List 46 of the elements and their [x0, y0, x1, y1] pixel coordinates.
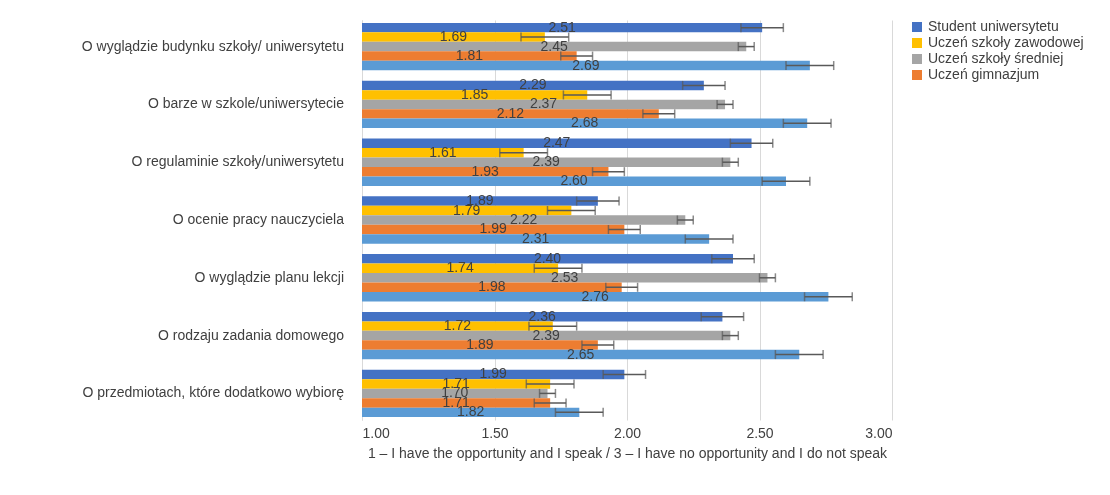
legend-label: Uczeń gimnazjum: [928, 66, 1040, 82]
x-tick-label: 3.00: [865, 424, 893, 441]
legend-label: Uczeń szkoły zawodowej: [928, 34, 1084, 50]
data-label: 2.69: [572, 56, 600, 73]
data-label: 1.61: [429, 143, 457, 160]
data-label: 1.89: [466, 336, 494, 353]
x-axis-title: 1 – I have the opportunity and I speak / 3 – I have no opportunity and I do not speak: [367, 444, 889, 461]
data-label: 2.76: [581, 287, 610, 304]
x-tick-label: 1.00: [362, 424, 390, 441]
y-tick-label: O regulaminie szkoły/uniwersytetu: [131, 153, 344, 170]
data-label: 1.93: [471, 162, 500, 179]
y-tick-label: O rodzaju zadania domowego: [157, 326, 345, 343]
data-label: 2.53: [551, 268, 579, 285]
data-label: 1.81: [455, 47, 484, 64]
data-label: 2.40: [533, 249, 562, 266]
data-label: 1.69: [439, 28, 468, 45]
y-tick-label: O przedmiotach, które dodatkowo wybiorę: [82, 384, 345, 401]
data-label: 1.98: [478, 278, 506, 295]
data-label: 1.99: [479, 365, 508, 382]
x-tick-label: 1.50: [481, 424, 509, 441]
data-label: 2.45: [540, 37, 568, 54]
y-tick-label: O ocenie pracy nauczyciela: [172, 211, 345, 227]
data-label: 1.85: [461, 85, 489, 102]
data-label: 2.68: [570, 114, 599, 131]
data-label: 2.51: [548, 18, 576, 35]
y-tick-label: O wyglądzie budynku szkoły/ uniwersytetu: [81, 37, 344, 54]
data-label: 2.39: [532, 326, 561, 343]
data-label: 1.74: [446, 259, 474, 276]
data-label: 2.47: [543, 134, 571, 151]
data-label: 2.37: [529, 95, 558, 112]
data-label: 2.36: [528, 307, 557, 324]
data-label: 2.31: [521, 229, 550, 246]
data-label: 2.29: [519, 76, 547, 93]
data-label: 1.72: [443, 317, 472, 334]
legend-label: Uczeń szkoły średniej: [928, 50, 1064, 66]
data-label: 2.65: [567, 345, 595, 362]
data-label: 2.22: [510, 211, 538, 227]
data-label: 2.12: [496, 104, 525, 121]
y-tick-label: O barze w szkole/uniwersytecie: [147, 95, 345, 112]
x-tick-label: 2.50: [746, 424, 774, 441]
data-label: 2.60: [560, 172, 588, 189]
legend-label: Student uniwersytetu: [928, 18, 1059, 34]
x-tick-label: 2.00: [613, 424, 642, 441]
data-label: 1.99: [479, 220, 508, 237]
data-label: 2.39: [532, 153, 561, 170]
y-tick-label: O wyglądzie planu lekcji: [194, 268, 344, 285]
